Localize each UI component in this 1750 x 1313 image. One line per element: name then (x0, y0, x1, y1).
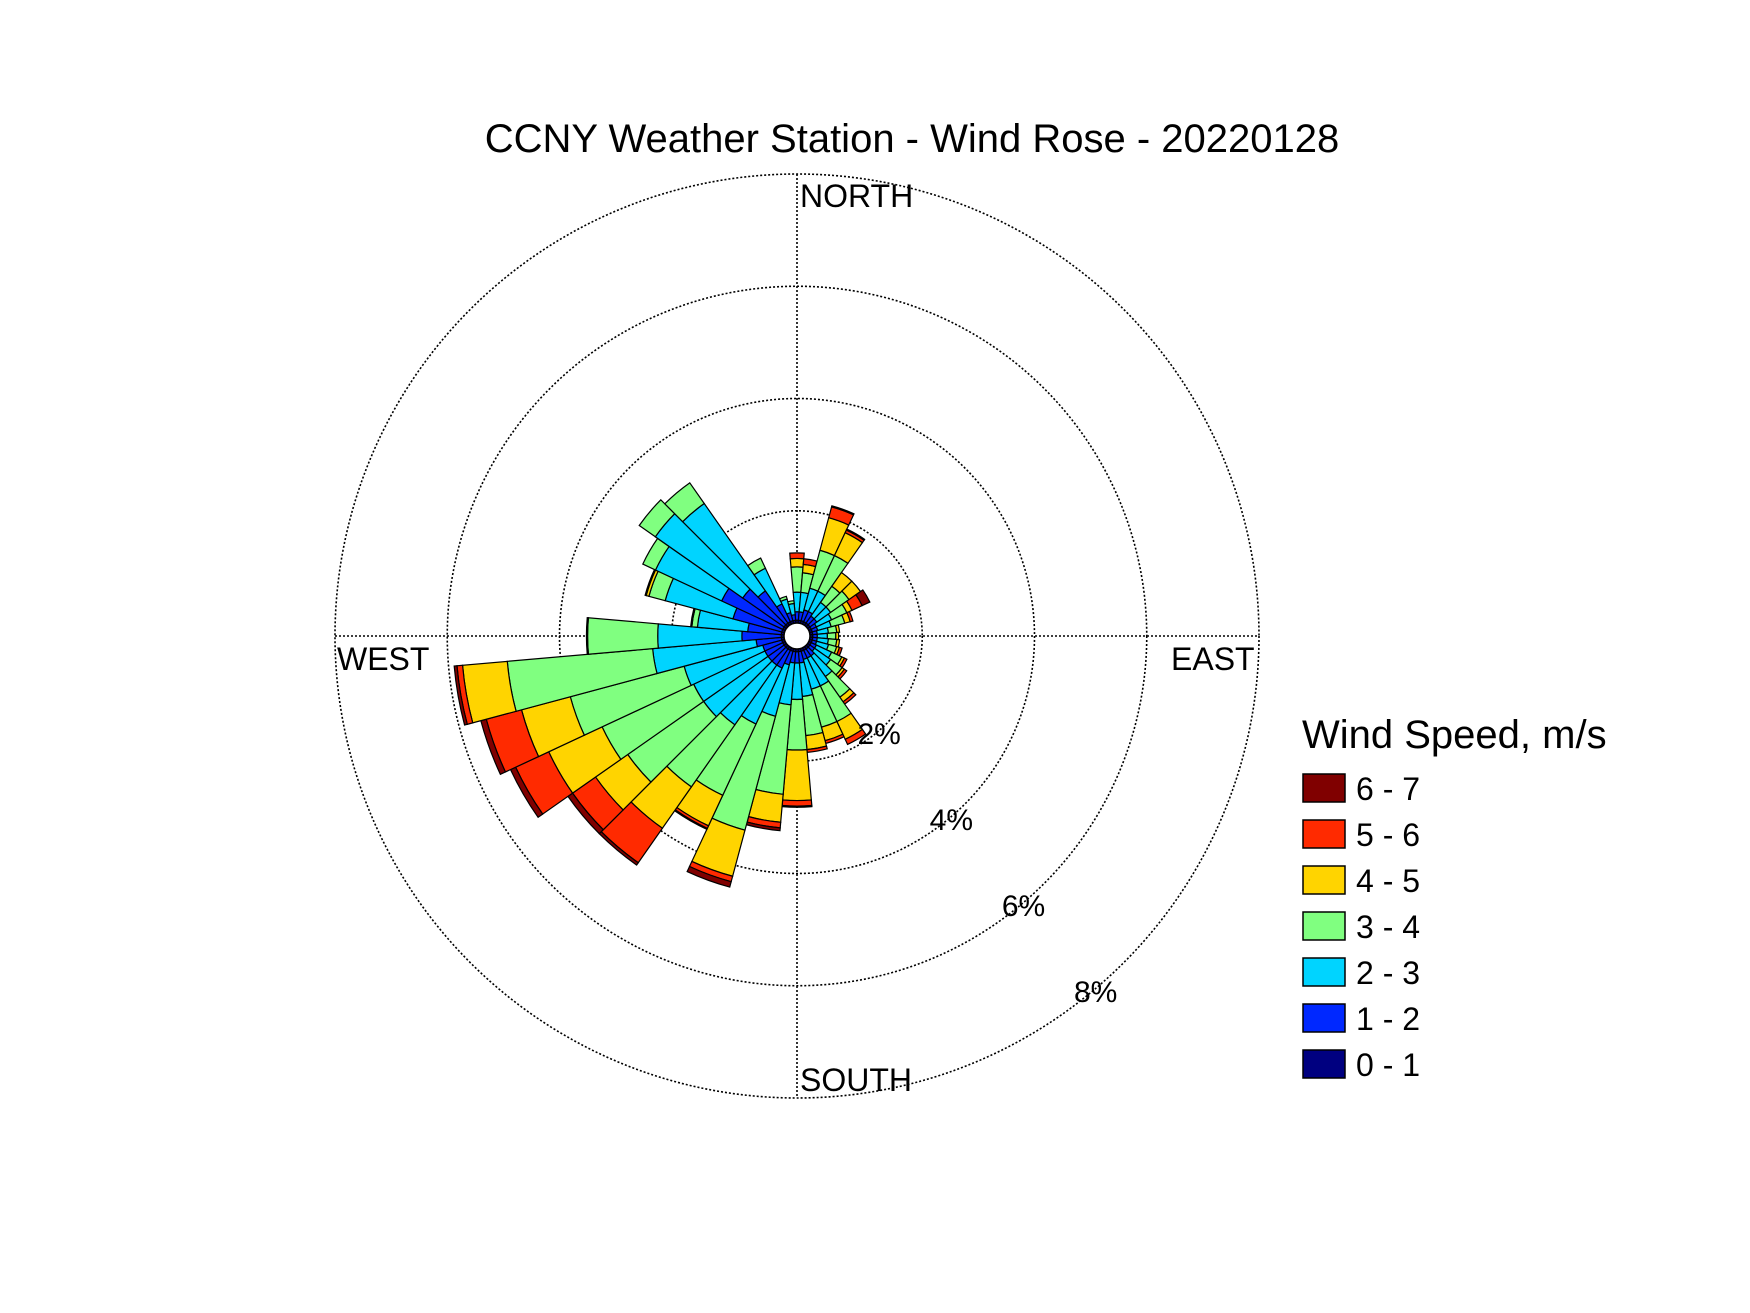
sector-80-bin-4 (834, 624, 841, 634)
chart-title: CCNY Weather Station - Wind Rose - 20220… (485, 117, 1340, 161)
ring-label-1: 2% (858, 718, 901, 751)
legend: 6 - 7 5 - 6 4 - 5 3 - 4 2 - 3 1 - 2 0 - 1 (1302, 771, 1420, 1083)
ring-label-4: 8% (1074, 976, 1117, 1009)
sector-260-bin-6 (453, 665, 469, 726)
legend-swatch-5 (1302, 957, 1346, 987)
north-label: NORTH (800, 178, 913, 214)
ring-label-3: 6% (1002, 890, 1045, 923)
sector-350-bin-3 (787, 600, 795, 606)
east-label: EAST (1171, 641, 1255, 677)
center-hole (783, 622, 811, 650)
legend-label-6: 1 - 2 (1356, 1001, 1420, 1037)
sector-340-bin-3 (778, 595, 788, 603)
sector-330-bin-3 (746, 557, 767, 576)
sector-270-bin-3 (586, 617, 659, 655)
grid-ring-3 (446, 285, 1148, 987)
west-label: WEST (337, 641, 429, 677)
ring-label-2: 4% (930, 804, 973, 837)
sector-310-bin-3 (638, 498, 676, 538)
legend-label-4: 3 - 4 (1356, 909, 1420, 945)
sector-0-bin-4 (789, 557, 805, 568)
legend-label-5: 2 - 3 (1356, 955, 1420, 991)
legend-title: Wind Speed, m/s (1302, 713, 1607, 757)
legend-label-3: 4 - 5 (1356, 863, 1420, 899)
sector-180-bin-5 (781, 799, 813, 807)
sector-60-bin-6 (855, 589, 871, 607)
legend-swatch-1 (1302, 773, 1346, 803)
sector-20-bin-6 (830, 505, 855, 516)
legend-label-7: 0 - 1 (1356, 1047, 1420, 1083)
legend-swatch-3 (1302, 865, 1346, 895)
legend-swatch-7 (1302, 1049, 1346, 1079)
south-label: SOUTH (800, 1062, 912, 1098)
sector-180-bin-6 (781, 804, 813, 808)
wind-sectors (453, 481, 871, 888)
legend-swatch-2 (1302, 819, 1346, 849)
sector-0-bin-5 (789, 552, 805, 560)
sector-90-bin-4 (835, 631, 840, 641)
sector-270-bin-4 (585, 616, 590, 656)
legend-label-2: 5 - 6 (1356, 817, 1420, 853)
ring-labels: 2% 4% 6% 8% (858, 718, 1118, 1009)
legend-swatch-4 (1302, 911, 1346, 941)
sector-30-bin-6 (845, 528, 866, 542)
sector-150-bin-5 (844, 728, 867, 746)
legend-label-1: 6 - 7 (1356, 771, 1420, 807)
legend-swatch-6 (1302, 1003, 1346, 1033)
sector-70-bin-5 (846, 610, 854, 623)
sector-200-bin-6 (686, 865, 732, 888)
sector-320-bin-3 (663, 481, 706, 523)
